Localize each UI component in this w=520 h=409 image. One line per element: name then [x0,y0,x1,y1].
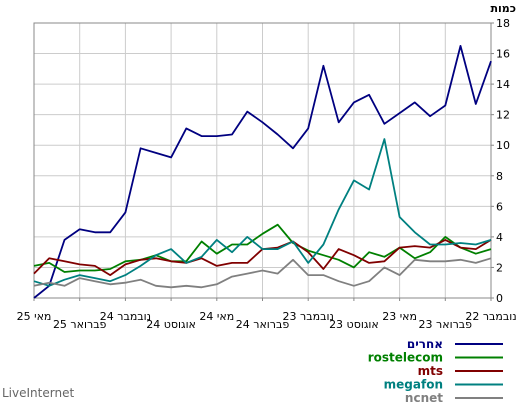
x-tick-label: פברואר 24 [236,318,290,331]
series-line [33,223,492,273]
grid [33,22,492,299]
brand-label: LiveInternet [2,386,75,400]
x-tick-label: מאי 24 [199,310,234,323]
x-tick-label: אוגוסט 24 [146,318,196,331]
x-tick-label: אוגוסט 23 [329,318,379,331]
x-tick-label: פברואר 25 [53,318,107,331]
y-tick-label: 18 [496,17,510,30]
y-tick-label: 16 [496,48,510,61]
y-tick-label: 0 [496,292,503,305]
series-line [33,257,492,289]
series-line [33,138,492,287]
y-tick-label: 12 [496,109,510,122]
x-tick-label: נובמבר 23 [283,310,334,323]
legend-label: megafon [384,378,443,392]
y-axis-unit-label: כמות [491,2,516,15]
y-tick-label: 6 [496,200,503,213]
legend-label: ncnet [405,391,443,405]
x-tick-label: פברואר 23 [419,318,473,331]
y-tick-label: 8 [496,170,503,183]
legend-label: אחרים [407,337,443,351]
x-tick-label: נובמבר 24 [100,310,151,323]
legend-label: mts [418,364,443,378]
x-tick-label: מאי 23 [382,310,417,323]
y-axis: 0 2 4 6 8 10 12 14 16 18 [491,17,510,305]
series-line [33,45,492,299]
x-tick-label: נובמבר 22 [465,310,516,323]
legend-label: rostelecom [368,351,443,365]
x-tick-label: מאי 25 [17,310,52,323]
y-tick-label: 10 [496,139,510,152]
series-lines [33,45,492,299]
y-tick-label: 4 [496,231,503,244]
y-tick-label: 2 [496,261,503,274]
y-tick-label: 14 [496,78,510,91]
